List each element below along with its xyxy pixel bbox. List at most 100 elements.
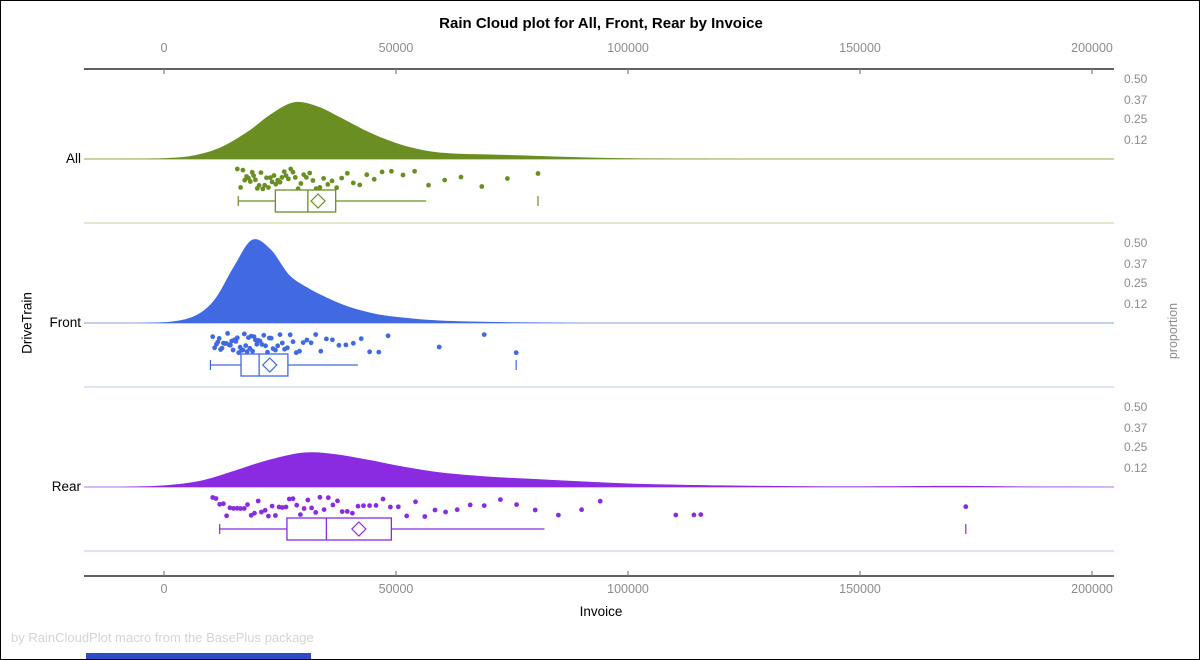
data-point-all: [400, 172, 406, 178]
data-point-rear: [224, 513, 230, 519]
data-point-front: [263, 343, 268, 349]
data-point-front: [304, 337, 310, 343]
data-point-rear: [266, 513, 271, 519]
data-point-rear: [597, 498, 603, 504]
proportion-tick-label-all: 0.50: [1124, 72, 1148, 86]
data-point-front: [215, 339, 221, 345]
data-point-front: [210, 334, 216, 340]
data-point-rear: [241, 506, 247, 511]
data-point-rear: [673, 512, 679, 518]
data-point-all: [304, 175, 309, 180]
data-point-rear: [388, 504, 393, 510]
data-point-all: [321, 176, 326, 181]
data-point-rear: [313, 510, 319, 515]
data-point-all: [298, 181, 304, 186]
mean-diamond-front: [261, 357, 278, 373]
data-point-rear: [221, 501, 226, 507]
data-point-front: [261, 332, 267, 338]
data-point-rear: [335, 498, 340, 504]
density-curve-rear: [117, 452, 1111, 487]
data-point-all: [334, 185, 339, 191]
data-point-all: [426, 182, 431, 188]
data-point-all: [325, 182, 331, 187]
proportion-tick-label-rear: 0.37: [1124, 420, 1148, 435]
data-point-all: [264, 175, 269, 181]
data-point-rear: [691, 512, 697, 518]
group-label-front: Front: [49, 315, 81, 330]
data-point-all: [258, 170, 264, 176]
data-point-rear: [556, 512, 561, 518]
data-point-all: [307, 170, 313, 176]
data-point-front: [376, 349, 382, 355]
data-point-rear: [273, 513, 278, 518]
data-point-rear: [217, 501, 223, 507]
data-point-front: [219, 345, 225, 351]
data-point-all: [389, 168, 394, 174]
data-point-all: [290, 169, 296, 175]
data-point-front: [318, 348, 324, 354]
data-point-rear: [317, 494, 323, 500]
data-point-rear: [373, 503, 379, 508]
data-point-all: [271, 173, 277, 178]
data-point-rear: [262, 507, 268, 513]
data-point-rear: [532, 507, 538, 513]
data-point-rear: [367, 503, 372, 508]
data-point-front: [297, 348, 302, 354]
right-axis-title: proportion: [1166, 302, 1180, 360]
data-point-rear: [213, 496, 219, 501]
data-point-front: [385, 333, 391, 339]
density-curve-all: [117, 101, 745, 159]
data-point-all: [412, 168, 417, 174]
proportion-tick-label-all: 0.37: [1124, 92, 1148, 107]
data-point-rear: [269, 503, 275, 509]
data-point-rear: [245, 502, 250, 507]
data-point-rear: [498, 497, 503, 502]
data-point-all: [267, 175, 273, 181]
data-point-front: [254, 341, 260, 347]
bottom-x-tick-label: 50000: [378, 582, 414, 596]
mean-diamond-all: [310, 193, 326, 209]
box-rear: [286, 517, 393, 541]
data-point-all: [339, 175, 345, 181]
data-point-all: [505, 176, 510, 181]
proportion-tick-label-all: 0.25: [1124, 112, 1148, 126]
data-point-front: [285, 345, 290, 351]
data-point-rear: [422, 514, 428, 519]
data-point-all: [458, 174, 464, 180]
top-x-tick-label: 0: [160, 41, 168, 55]
data-point-front: [300, 340, 306, 345]
bottom-accent-bar: [86, 653, 311, 659]
data-point-all: [310, 178, 316, 183]
x-axis-title: Invoice: [579, 604, 623, 619]
data-point-front: [250, 348, 256, 354]
data-point-rear: [286, 496, 292, 502]
data-point-all: [238, 185, 244, 190]
data-point-rear: [350, 510, 355, 516]
proportion-tick-label-front: 0.37: [1124, 256, 1148, 271]
data-point-all: [256, 183, 262, 188]
data-point-all: [379, 169, 385, 175]
data-point-front: [268, 335, 274, 341]
data-point-front: [225, 331, 231, 336]
data-point-front: [244, 349, 250, 355]
data-point-front: [343, 342, 349, 348]
data-point-rear: [301, 506, 307, 511]
data-point-rear: [238, 506, 244, 511]
data-point-all: [364, 172, 370, 178]
data-point-front: [513, 350, 519, 356]
data-point-all: [251, 173, 256, 179]
data-point-rear: [361, 503, 366, 509]
data-point-front: [216, 336, 222, 341]
data-point-front: [324, 336, 329, 342]
data-point-rear: [231, 506, 237, 511]
bottom-x-tick-label: 0: [160, 582, 168, 596]
data-point-rear: [298, 512, 303, 517]
data-point-front: [279, 340, 285, 346]
data-point-rear: [339, 509, 345, 514]
data-point-all: [357, 182, 363, 188]
proportion-tick-label-rear: 0.50: [1124, 400, 1148, 414]
bottom-x-tick-label: 100000: [607, 582, 649, 596]
group-label-all: All: [65, 151, 81, 166]
data-point-all: [279, 175, 285, 180]
